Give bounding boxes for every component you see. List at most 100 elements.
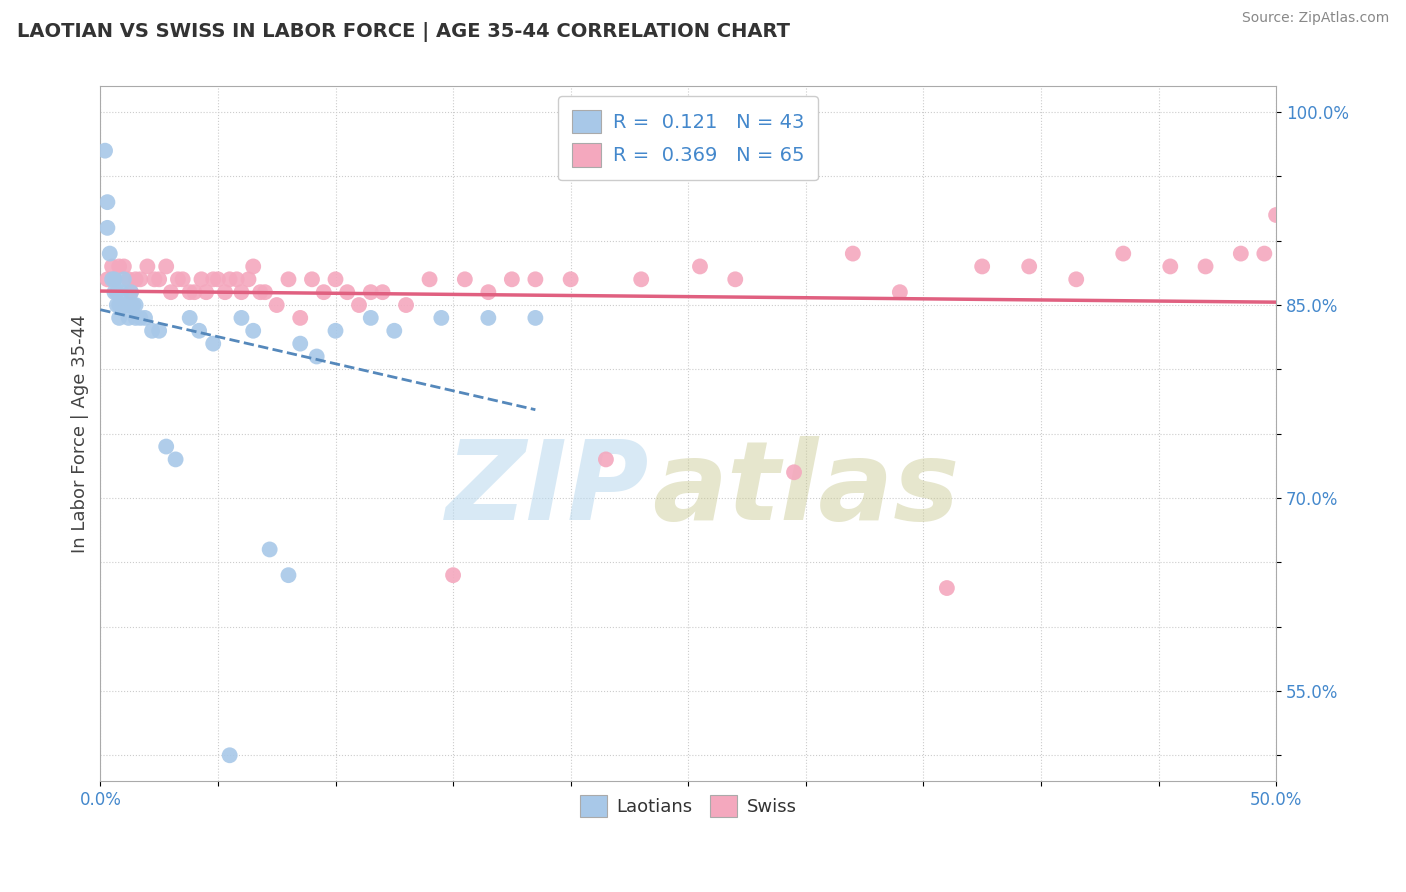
Point	[972, 260, 994, 274]
Point	[1230, 246, 1253, 260]
Point	[195, 285, 218, 300]
Point	[266, 298, 288, 312]
Point	[301, 272, 323, 286]
Point	[253, 285, 276, 300]
Point	[312, 285, 335, 300]
Point	[172, 272, 194, 286]
Point	[136, 260, 159, 274]
Point	[477, 285, 499, 300]
Point	[165, 452, 187, 467]
Point	[231, 310, 253, 325]
Point	[277, 272, 299, 286]
Point	[124, 272, 146, 286]
Point	[501, 272, 523, 286]
Point	[231, 285, 253, 300]
Point	[419, 272, 441, 286]
Point	[94, 144, 117, 158]
Point	[120, 285, 142, 300]
Point	[129, 310, 152, 325]
Point	[108, 298, 131, 312]
Point	[117, 272, 139, 286]
Point	[238, 272, 260, 286]
Point	[242, 260, 264, 274]
Point	[360, 310, 382, 325]
Point	[117, 298, 139, 312]
Point	[889, 285, 911, 300]
Point	[347, 298, 370, 312]
Text: ZIP: ZIP	[446, 436, 650, 542]
Y-axis label: In Labor Force | Age 35-44: In Labor Force | Age 35-44	[72, 314, 89, 553]
Point	[188, 324, 211, 338]
Point	[143, 272, 166, 286]
Point	[124, 298, 146, 312]
Point	[560, 272, 582, 286]
Point	[360, 285, 382, 300]
Point	[115, 298, 138, 312]
Point	[454, 272, 477, 286]
Point	[96, 272, 118, 286]
Point	[249, 285, 271, 300]
Point	[155, 440, 177, 454]
Point	[96, 220, 118, 235]
Point	[101, 260, 124, 274]
Point	[218, 748, 240, 763]
Point	[103, 285, 125, 300]
Point	[724, 272, 747, 286]
Point	[842, 246, 865, 260]
Point	[134, 310, 156, 325]
Point	[124, 310, 146, 325]
Point	[1064, 272, 1087, 286]
Point	[148, 324, 170, 338]
Point	[1253, 246, 1275, 260]
Point	[117, 310, 139, 325]
Point	[225, 272, 247, 286]
Text: Source: ZipAtlas.com: Source: ZipAtlas.com	[1241, 11, 1389, 25]
Point	[207, 272, 229, 286]
Point	[108, 260, 131, 274]
Point	[325, 324, 347, 338]
Point	[290, 310, 312, 325]
Text: LAOTIAN VS SWISS IN LABOR FORCE | AGE 35-44 CORRELATION CHART: LAOTIAN VS SWISS IN LABOR FORCE | AGE 35…	[17, 22, 790, 42]
Point	[112, 260, 135, 274]
Point	[105, 285, 128, 300]
Point	[110, 285, 132, 300]
Point	[336, 285, 359, 300]
Point	[112, 298, 135, 312]
Point	[430, 310, 453, 325]
Point	[1265, 208, 1288, 222]
Point	[524, 310, 547, 325]
Point	[202, 336, 225, 351]
Point	[98, 246, 121, 260]
Point	[524, 272, 547, 286]
Point	[96, 195, 118, 210]
Point	[190, 272, 212, 286]
Point	[141, 324, 163, 338]
Point	[1159, 260, 1181, 274]
Point	[689, 260, 711, 274]
Point	[441, 568, 464, 582]
Point	[477, 310, 499, 325]
Point	[783, 465, 806, 479]
Point	[371, 285, 394, 300]
Point	[122, 298, 145, 312]
Point	[179, 285, 201, 300]
Point	[101, 272, 124, 286]
Legend: Laotians, Swiss: Laotians, Swiss	[572, 788, 804, 824]
Point	[595, 452, 617, 467]
Point	[148, 272, 170, 286]
Point	[630, 272, 652, 286]
Point	[218, 272, 240, 286]
Point	[382, 324, 405, 338]
Point	[1018, 260, 1040, 274]
Point	[160, 285, 183, 300]
Point	[935, 581, 957, 595]
Point	[183, 285, 205, 300]
Point	[305, 350, 328, 364]
Text: atlas: atlas	[652, 436, 959, 542]
Point	[202, 272, 225, 286]
Point	[325, 272, 347, 286]
Point	[103, 272, 125, 286]
Point	[120, 285, 142, 300]
Point	[167, 272, 190, 286]
Point	[155, 260, 177, 274]
